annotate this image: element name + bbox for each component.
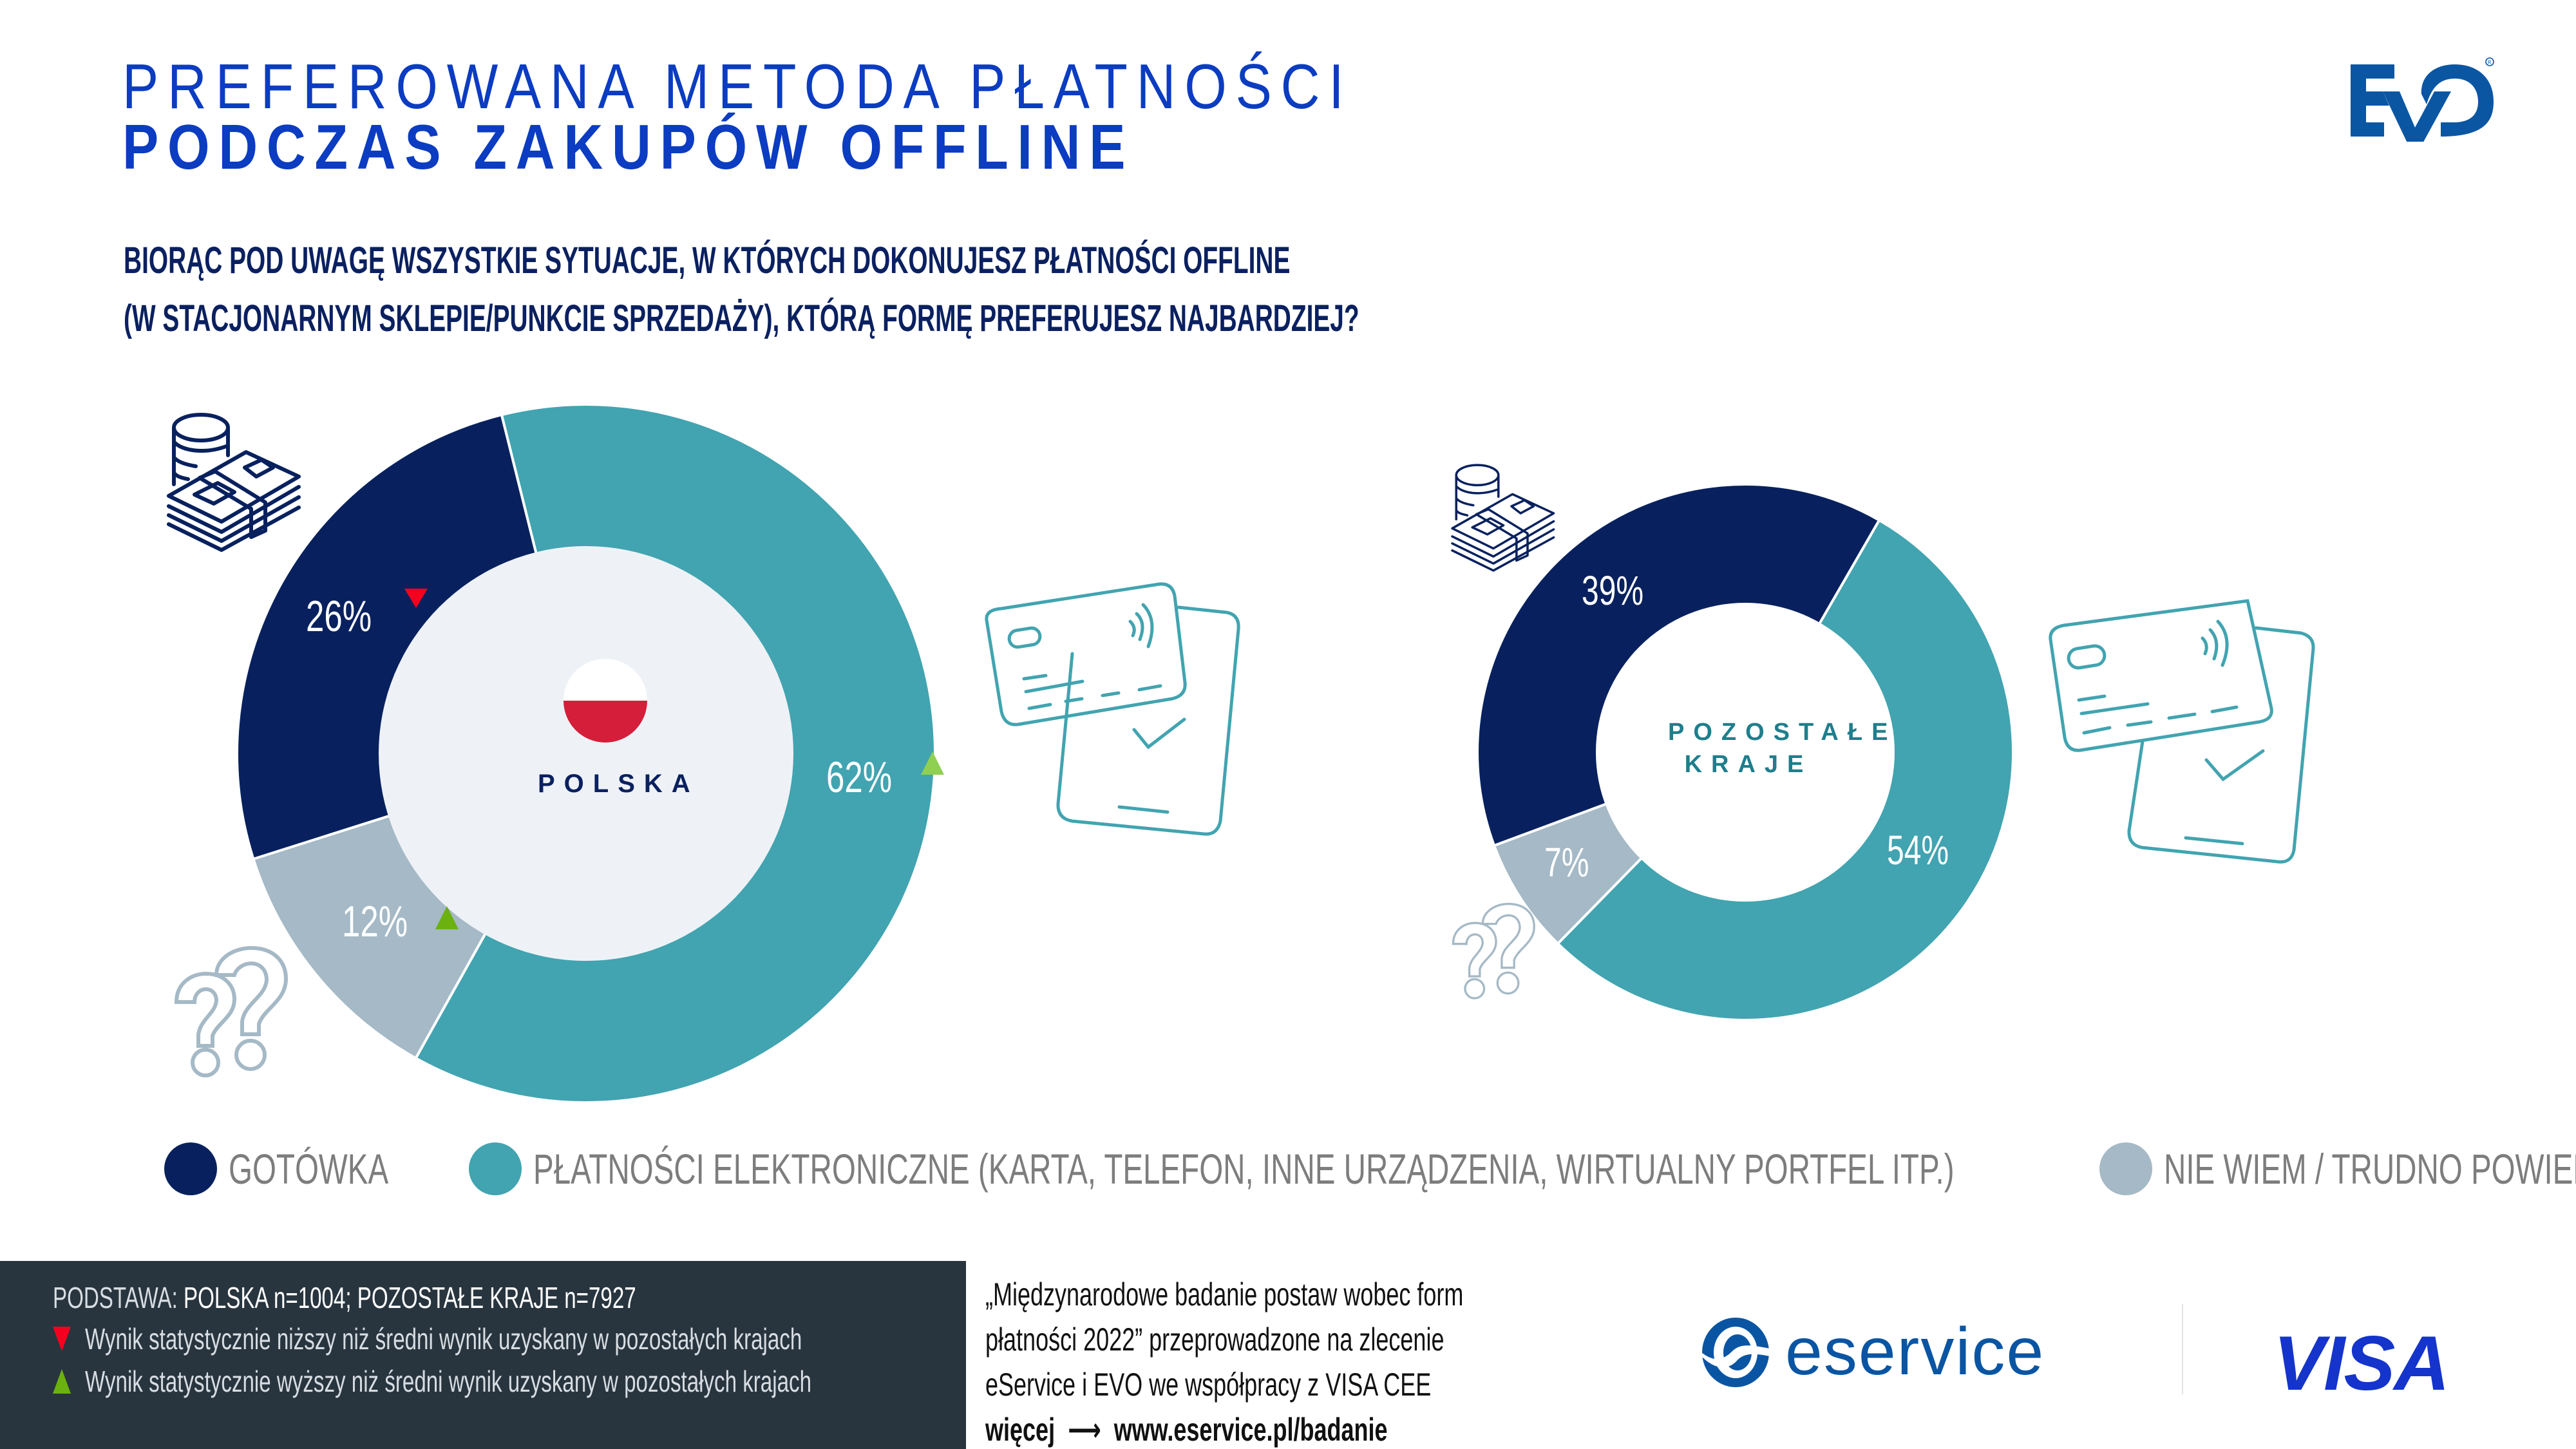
source-line3: eService i EVO we współpracy z VISA CEE xyxy=(985,1367,1432,1403)
center-label-others: POZOSTAŁE KRAJE xyxy=(1668,719,1897,778)
note-lower-text: Wynik statystycznie niższy niż średni wy… xyxy=(85,1322,802,1356)
data-label-others-dont-know: 7% xyxy=(1544,839,1589,886)
sample-basis-prefix: PODSTAWA: xyxy=(53,1281,184,1314)
sample-basis: PODSTAWA: POLSKA n=1004; POZOSTAŁE KRAJE… xyxy=(53,1280,636,1315)
survey-question-line1: BIORĄC POD UWAGĘ WSZYSTKIE SYTUACJE, W K… xyxy=(124,240,1291,281)
legend-item-dont-know: NIE WIEM / TRUDNO POWIEDZIEĆ xyxy=(2099,1142,2576,1195)
legend-label-dont-know: NIE WIEM / TRUDNO POWIEDZIEĆ xyxy=(2164,1145,2576,1193)
card-phone-payment-icon xyxy=(2049,599,2315,864)
visa-logo: VISA xyxy=(2273,1320,2450,1406)
legend-label-electronic: PŁATNOŚCI ELEKTRONICZNE (KARTA, TELEFON,… xyxy=(533,1145,1955,1193)
source-line2: płatności 2022” przeprowadzone na zlecen… xyxy=(985,1321,1444,1358)
page-title-line2: PODCZAS ZAKUPÓW OFFLINE xyxy=(122,111,1135,182)
eservice-logo: eservice xyxy=(1700,1314,2045,1390)
significance-higher-icon xyxy=(921,752,944,775)
legend-swatch-electronic xyxy=(468,1142,522,1195)
arrow-right-icon: ⟶ xyxy=(1061,1412,1108,1448)
footer-notes-panel xyxy=(0,1261,966,1449)
card-phone-payment-icon xyxy=(985,582,1240,836)
note-higher-text: Wynik statystycznie wyższy niż średni wy… xyxy=(85,1365,811,1398)
survey-question: BIORĄC POD UWAGĘ WSZYSTKIE SYTUACJE, W K… xyxy=(124,232,1359,348)
survey-question-line2: (W STACJONARNYM SKLEPIE/PUNKCIE SPRZEDAŻ… xyxy=(124,298,1359,339)
note-lower: Wynik statystycznie niższy niż średni wy… xyxy=(53,1321,1081,1356)
significance-higher-icon xyxy=(53,1369,71,1394)
logo-divider xyxy=(2182,1304,2183,1394)
legend-item-cash: GOTÓWKA xyxy=(164,1142,431,1195)
evo-logo: R xyxy=(2351,57,2494,142)
question-marks-icon xyxy=(174,945,289,1077)
data-label-others-electronic: 54% xyxy=(1887,827,1949,873)
significance-lower-icon xyxy=(53,1327,71,1351)
question-marks-icon xyxy=(1452,902,1535,999)
legend: GOTÓWKA PŁATNOŚCI ELEKTRONICZNE (KARTA, … xyxy=(164,1140,2576,1198)
source-line1: „Międzynarodowe badanie postaw wobec for… xyxy=(985,1276,1464,1312)
donut-others xyxy=(1476,483,2014,1021)
significance-higher-icon xyxy=(435,906,459,929)
source-note: „Międzynarodowe badanie postaw wobec for… xyxy=(985,1272,1463,1449)
legend-label-cash: GOTÓWKA xyxy=(229,1145,389,1193)
data-label-others-cash: 39% xyxy=(1582,567,1644,614)
more-label: więcej xyxy=(985,1412,1056,1448)
center-label-polska: POLSKA xyxy=(538,770,699,798)
donut-hole-others xyxy=(1596,603,1895,902)
data-label-polska-dont-know: 12% xyxy=(342,897,408,946)
significance-lower-icon xyxy=(404,589,428,608)
legend-swatch-cash xyxy=(164,1142,217,1195)
sample-basis-value: POLSKA n=1004; POZOSTAŁE KRAJE n=7927 xyxy=(184,1281,636,1314)
donut-polska xyxy=(236,403,936,1104)
data-label-polska-cash: 26% xyxy=(306,592,372,641)
note-higher: Wynik statystycznie wyższy niż średni wy… xyxy=(53,1364,1094,1399)
eservice-mark-icon xyxy=(1701,1317,1770,1387)
cash-stack-icon xyxy=(1451,464,1555,572)
legend-item-electronic: PŁATNOŚCI ELEKTRONICZNE (KARTA, TELEFON,… xyxy=(468,1142,2063,1195)
legend-swatch-dont-know xyxy=(2099,1142,2153,1195)
page-title-line1: PREFEROWANA METODA PŁATNOŚCI xyxy=(122,51,1353,122)
more-url[interactable]: www.eservice.pl/badanie xyxy=(1113,1412,1388,1448)
svg-text:R: R xyxy=(2488,60,2492,66)
donut-hole-polska xyxy=(379,546,793,961)
data-label-polska-electronic: 62% xyxy=(826,753,893,802)
eservice-wordmark: eservice xyxy=(1785,1314,2045,1389)
cash-stack-icon xyxy=(167,413,301,552)
more-link[interactable]: więcej ⟶ www.eservice.pl/badanie xyxy=(985,1407,1463,1449)
